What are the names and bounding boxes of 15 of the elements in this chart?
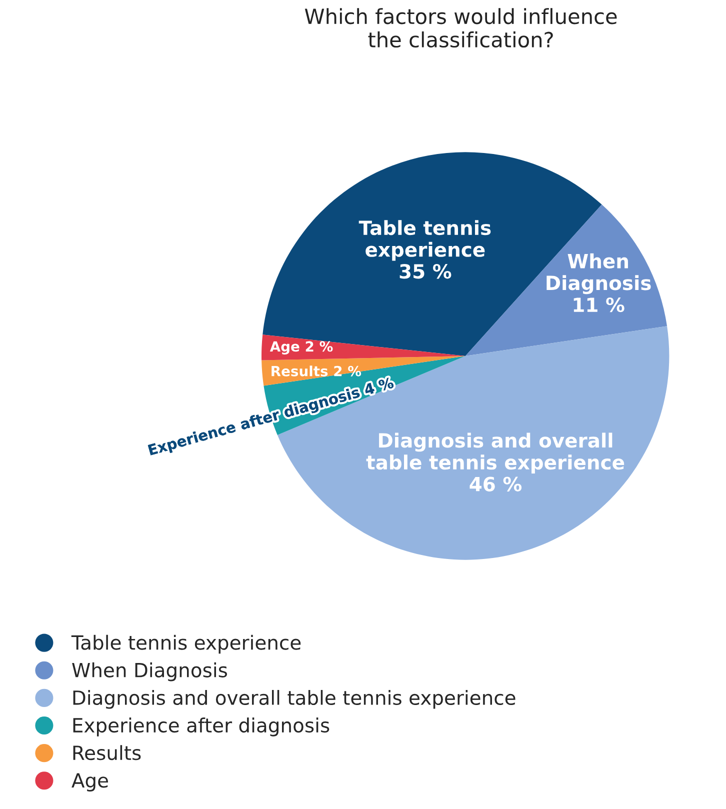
slice-label: Diagnosis and overall table tennis experience	[366, 432, 624, 474]
chart-title: Which factors would influence the classification?	[304, 8, 617, 48]
category-label: Age 2 %	[270, 341, 333, 354]
slice-label: Table tennis experience	[358, 220, 491, 261]
data-label: 35 %	[400, 264, 452, 279]
data-label: 11 %	[574, 297, 624, 312]
legend-label: Table tennis experience	[71, 634, 301, 654]
legend-label: Experience after diagnosis	[73, 718, 330, 736]
legend-label: When Diagnosis	[72, 662, 228, 682]
legend-label: Results	[73, 745, 141, 760]
legend-label: Age	[72, 773, 108, 792]
data-label: 46 %	[470, 476, 522, 492]
pie-slice	[262, 334, 466, 360]
slice-label: When Diagnosis	[546, 253, 651, 294]
legend-label: Diagnosis and overall table tennis experience	[73, 690, 516, 709]
